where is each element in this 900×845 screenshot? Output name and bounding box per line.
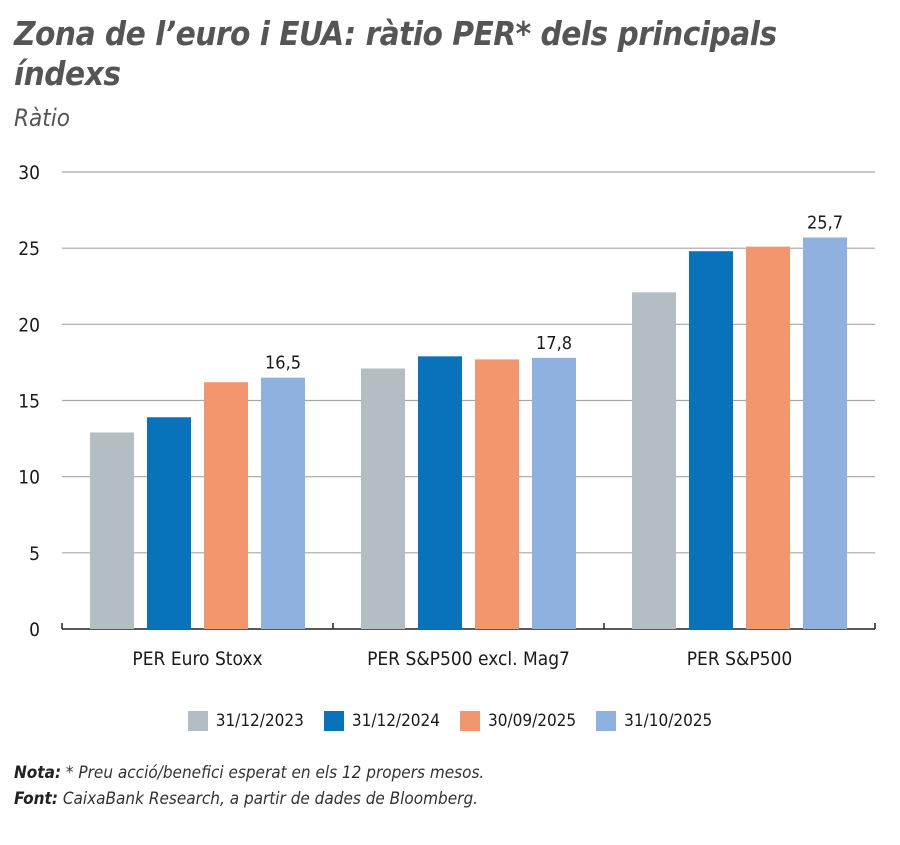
bar: [418, 356, 462, 629]
y-tick-label: 30: [18, 162, 40, 184]
x-tick-label: PER S&P500 excl. Mag7: [367, 648, 570, 670]
legend: 31/12/2023 31/12/2024 30/09/2025 31/10/2025: [0, 711, 900, 731]
data-label: 17,8: [536, 333, 572, 354]
bar: [632, 292, 676, 629]
bar: [261, 377, 305, 629]
y-tick-label: 15: [18, 391, 40, 413]
legend-swatch: [187, 711, 208, 731]
y-tick-label: 25: [18, 238, 40, 260]
bar: [746, 246, 790, 630]
bar: [361, 368, 405, 629]
bar: [90, 432, 134, 629]
legend-item: 31/10/2025: [596, 711, 712, 731]
legend-item: 31/12/2023: [187, 711, 304, 731]
legend-label: 31/12/2023: [215, 711, 304, 731]
chart-subtitle: Ràtio: [14, 104, 70, 132]
data-label: 16,5: [265, 353, 301, 374]
bar: [803, 237, 847, 629]
legend-item: 31/12/2024: [323, 711, 440, 731]
note-label: Nota:: [14, 763, 62, 783]
y-tick-label: 10: [18, 467, 40, 489]
legend-item: 30/09/2025: [460, 711, 576, 731]
bar-chart: 0 5 10 15 20 25 30 16,5 PER Euro Stoxx 17,8 PER S&…: [18, 162, 876, 670]
bar: [532, 357, 576, 629]
data-label: 25,7: [807, 213, 843, 234]
bar: [204, 382, 248, 629]
y-tick-label: 20: [18, 314, 40, 336]
legend-label: 31/10/2025: [624, 711, 713, 731]
chart-title: Zona de l’euro i EUA: ràtio PER* dels pr…: [14, 14, 777, 93]
legend-swatch: [460, 711, 480, 731]
x-tick-label: PER Euro Stoxx: [132, 648, 262, 670]
legend-label: 31/12/2024: [351, 711, 440, 731]
source-label: Font:: [14, 789, 58, 809]
bar: [689, 251, 733, 630]
x-tick-label: PER S&P500: [687, 648, 793, 670]
source-text: CaixaBank Research, a partir de dades de…: [57, 789, 479, 809]
bar: [475, 359, 519, 629]
y-tick-label: 0: [29, 619, 40, 641]
bar: [147, 417, 191, 629]
note-text: * Preu acció/benefici esperat en els 12 …: [61, 763, 485, 783]
y-tick-label: 5: [29, 543, 40, 565]
note: Nota: * Preu acció/benefici esperat en e…: [14, 763, 484, 783]
legend-swatch: [323, 711, 344, 731]
legend-label: 30/09/2025: [488, 711, 577, 731]
source: Font: CaixaBank Research, a partir de da…: [14, 789, 478, 809]
legend-swatch: [596, 711, 617, 731]
